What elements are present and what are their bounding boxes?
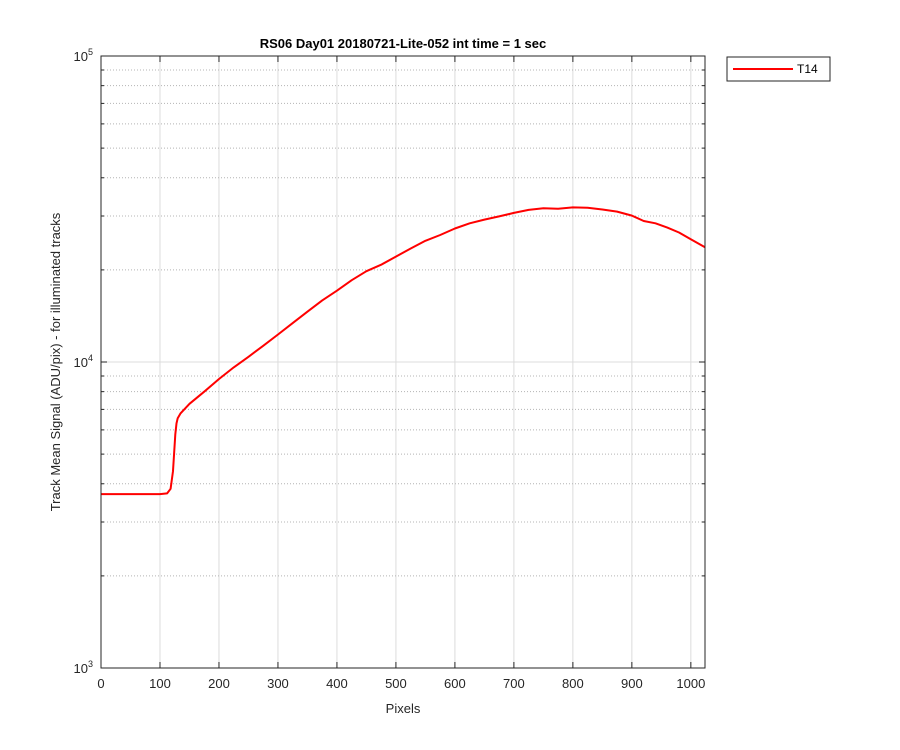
y-tick-label: 103	[74, 659, 93, 676]
x-tick-label: 100	[149, 676, 171, 691]
series-layer	[101, 206, 706, 496]
x-tick-label: 800	[562, 676, 584, 691]
x-tick-label: 0	[97, 676, 104, 691]
x-tick-label: 1000	[676, 676, 705, 691]
series-line-t14	[101, 206, 706, 496]
x-tick-label: 500	[385, 676, 407, 691]
y-tick-label: 104	[74, 353, 93, 370]
x-tick-label: 900	[621, 676, 643, 691]
ticks-layer	[100, 55, 705, 669]
x-axis-title: Pixels	[386, 701, 421, 716]
legend-label-t14: T14	[797, 62, 818, 76]
y-tick-label: 105	[74, 47, 93, 64]
x-tick-label: 600	[444, 676, 466, 691]
x-tick-label: 700	[503, 676, 525, 691]
chart-title: RS06 Day01 20180721-Lite-052 int time = …	[260, 36, 547, 51]
grid-layer	[100, 55, 705, 669]
labels-layer: 0 100 200 300 400 500 600 700 800 900 1000 103 104 10…	[74, 47, 706, 691]
x-tick-label: 200	[208, 676, 230, 691]
y-axis-title: Track Mean Signal (ADU/pix) - for illumi…	[48, 212, 63, 511]
x-tick-label: 300	[267, 676, 289, 691]
legend: T14	[726, 56, 831, 82]
x-tick-label: 400	[326, 676, 348, 691]
